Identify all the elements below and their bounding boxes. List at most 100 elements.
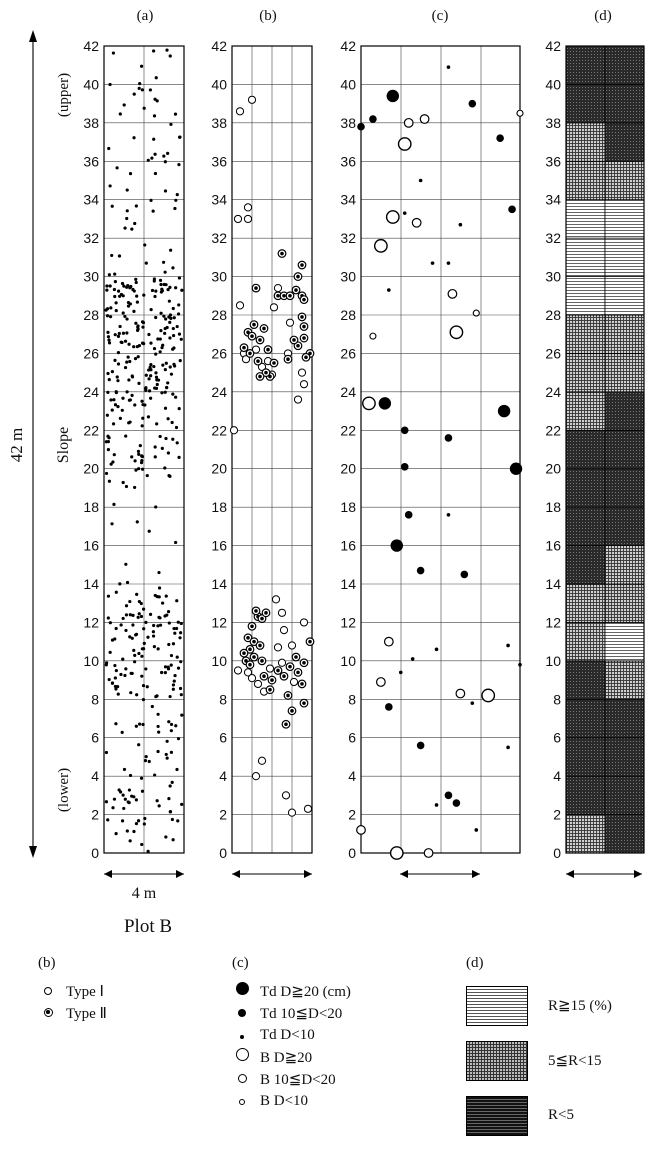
seedling-point [136,819,141,823]
seedling-point [144,386,148,391]
y-tick-label: 42 [340,38,356,54]
type-2-point-core [302,336,306,340]
heatmap-cell [565,160,606,201]
seedling-point [177,163,181,167]
tree-point [375,677,386,687]
y-tick-label: 36 [83,153,99,169]
heatmap-cell [604,583,645,623]
length-arrow-head-bottom [29,846,37,858]
seedling-point [177,303,181,307]
seedling-point [154,289,158,293]
tree-point [458,222,463,227]
width-arrow-a [104,870,184,878]
y-tick-label: 32 [211,230,227,246]
seedling-point [156,337,160,341]
seedling-point [123,339,128,343]
seedling-point [166,451,171,455]
seedling-point [118,112,122,116]
y-tick-label: 16 [545,538,561,554]
seedling-point [117,254,122,258]
type-1-point [247,674,257,683]
b-large-symbol-icon [232,1048,252,1066]
seedling-point [124,613,129,617]
legend-d-low-label: R<5 [548,1107,574,1123]
plot-label: Plot B [124,916,172,937]
seedling-point [174,540,178,545]
seedling-point [124,484,129,489]
type-2-point-core [266,347,270,352]
seedling-point [132,795,136,799]
seedling-point [168,313,173,317]
y-tick-label: 4 [553,768,561,784]
seedling-point [138,444,142,448]
seedling-point [137,467,141,471]
length-label: 42 m [7,428,26,462]
seedling-point [135,344,139,349]
seedling-point [175,441,179,445]
seedling-point [132,309,136,313]
tree-point [404,511,413,519]
seedling-point [164,594,168,598]
seedling-point [114,687,118,691]
y-tick-label: 40 [340,76,356,92]
y-tick-label: 4 [219,768,227,784]
type-1-point [299,618,309,627]
seedling-point [116,379,120,383]
panel-frame [360,45,521,854]
type-2-point-core [296,274,300,279]
tree-point [418,178,423,183]
seedling-point [140,789,145,793]
tree-point [430,261,435,265]
y-tick-label: 18 [211,499,227,515]
seedling-point [158,434,162,439]
tree-point [449,325,464,340]
tree-point [397,137,412,151]
seedling-point [155,99,159,103]
seedling-point [106,434,110,438]
slope-label: Slope [55,427,72,463]
y-tick-label: 26 [211,345,227,361]
seedling-point [105,314,110,318]
seedling-point [141,683,146,688]
tree-point [506,643,510,648]
seedling-point [105,413,109,417]
type-1-point [299,380,309,389]
seedling-point [154,352,158,356]
y-tick-label: 0 [553,845,561,861]
seedling-point [175,599,179,603]
legend-b-type-1: Type Ⅰ [38,980,107,1002]
seedling-point [159,290,164,294]
seedling-point [168,784,172,788]
seedling-point [123,226,127,230]
seedling-point [123,797,127,801]
seedling-point [152,346,157,351]
seedling-point [119,672,123,677]
type-1-point [247,95,257,104]
seedling-point [171,437,175,441]
seedling-point [108,184,112,188]
seedling-point [104,308,108,312]
type-2-point-core [258,643,262,648]
seedling-point [149,341,153,345]
y-tick-label: 10 [211,653,227,669]
y-tick-label: 4 [91,768,99,784]
seedling-point [121,311,125,315]
seedling-point [138,722,142,726]
seedling-point [104,440,109,444]
seedling-point [139,614,144,619]
tree-point [446,513,451,517]
type-2-point-core [288,664,292,669]
seedling-point [106,371,110,376]
seedling-point [162,154,166,158]
type-1-point [243,203,253,212]
seedling-point [173,206,177,211]
td-medium-symbol-icon [232,1005,252,1022]
tree-point [378,397,392,410]
legend-c-title: (c) [232,955,249,971]
legend-b: (b) Type Ⅰ Type Ⅱ [38,955,107,1024]
heatmap-cell [565,583,606,623]
panel-frame [565,45,645,854]
tree-point [518,662,522,667]
seedling-point [152,277,156,281]
seedling-point [161,343,165,347]
